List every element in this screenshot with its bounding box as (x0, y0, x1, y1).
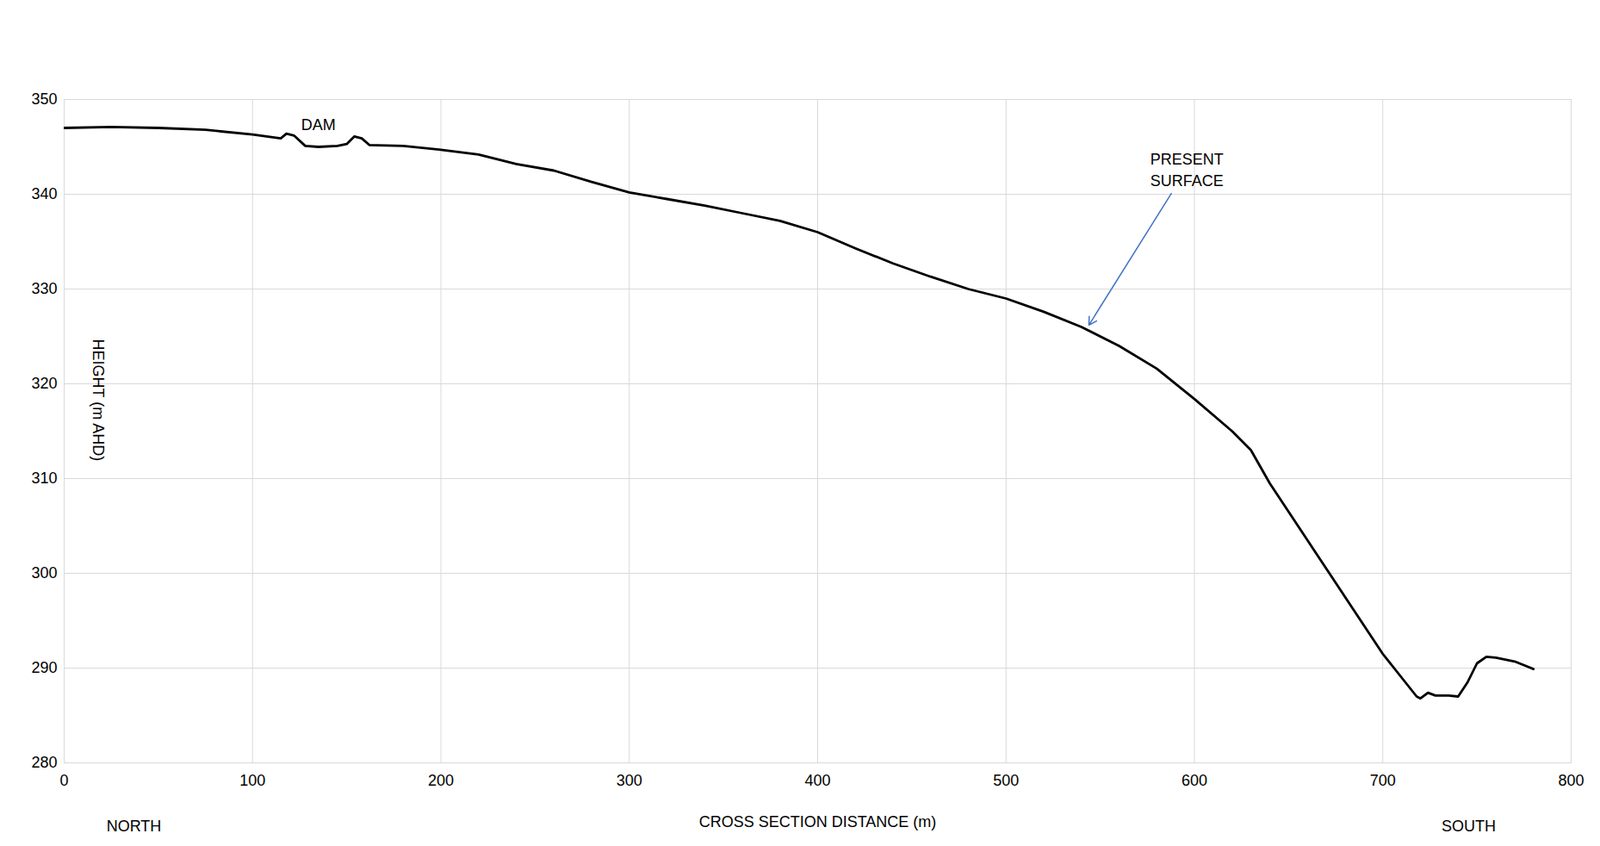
svg-text:330: 330 (31, 279, 57, 298)
svg-text:SOUTH: SOUTH (1441, 817, 1496, 835)
svg-text:290: 290 (31, 658, 57, 676)
svg-text:PRESENTSURFACE: PRESENTSURFACE (1150, 150, 1224, 190)
svg-text:310: 310 (31, 469, 57, 487)
svg-text:350: 350 (31, 90, 57, 108)
svg-text:200: 200 (427, 771, 454, 789)
svg-text:0: 0 (59, 771, 69, 789)
svg-text:NORTH: NORTH (106, 817, 162, 835)
svg-text:CROSS SECTION DISTANCE (m): CROSS SECTION DISTANCE (m) (699, 812, 937, 831)
svg-text:280: 280 (31, 753, 57, 771)
svg-text:300: 300 (616, 771, 643, 789)
svg-text:600: 600 (1181, 771, 1208, 789)
svg-text:100: 100 (239, 771, 266, 789)
svg-text:300: 300 (31, 564, 57, 582)
svg-text:DAM: DAM (301, 116, 336, 134)
svg-text:HEIGHT (m AHD): HEIGHT (m AHD) (89, 339, 107, 462)
svg-text:400: 400 (804, 771, 831, 789)
svg-text:800: 800 (1557, 771, 1584, 789)
svg-text:320: 320 (31, 374, 57, 392)
svg-text:340: 340 (31, 185, 57, 203)
svg-text:500: 500 (992, 771, 1019, 789)
svg-text:700: 700 (1370, 771, 1396, 789)
